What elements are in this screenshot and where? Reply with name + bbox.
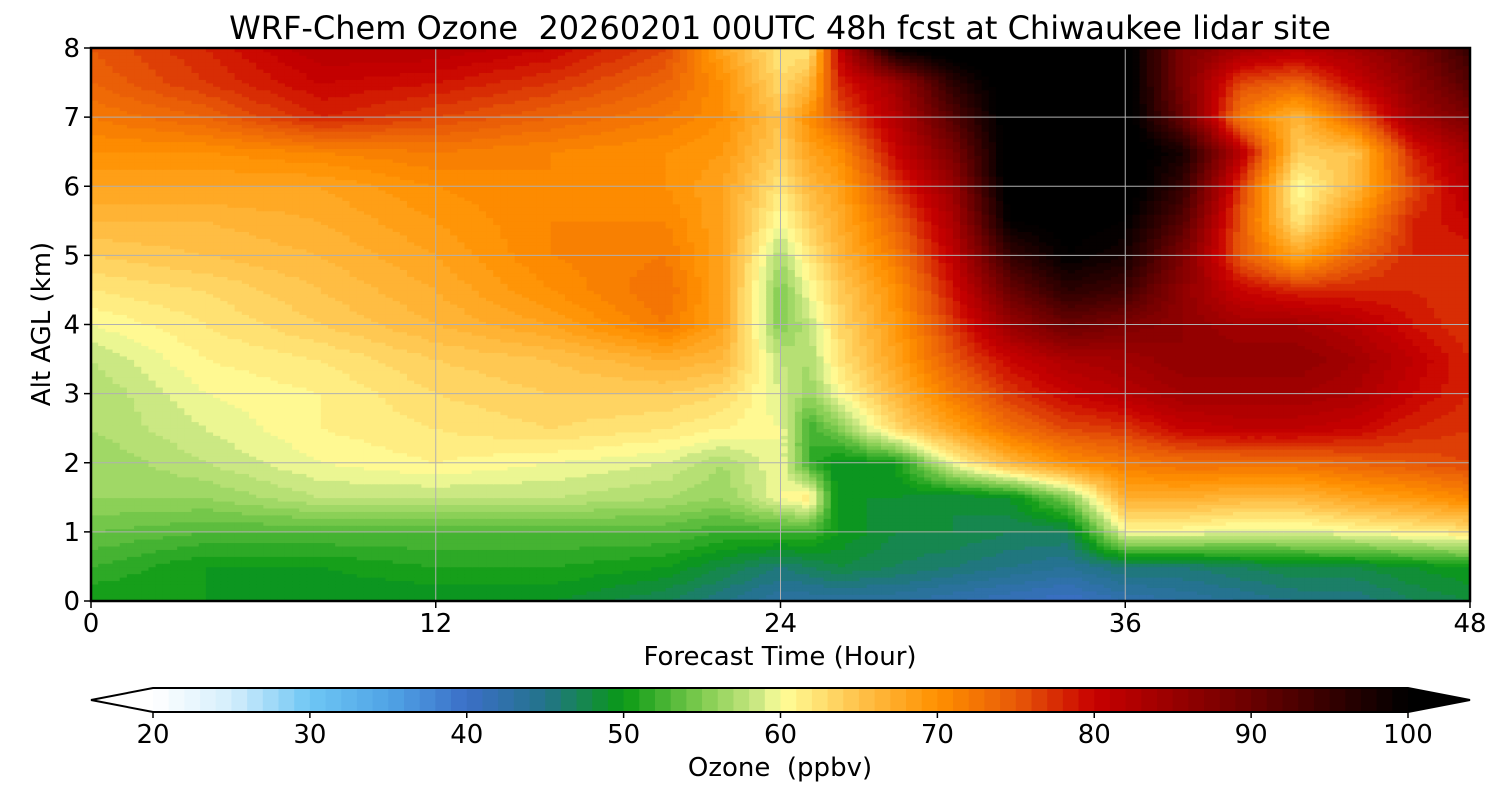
chart-title: WRF-Chem Ozone 20260201 00UTC 48h fcst a… [229, 9, 1331, 47]
